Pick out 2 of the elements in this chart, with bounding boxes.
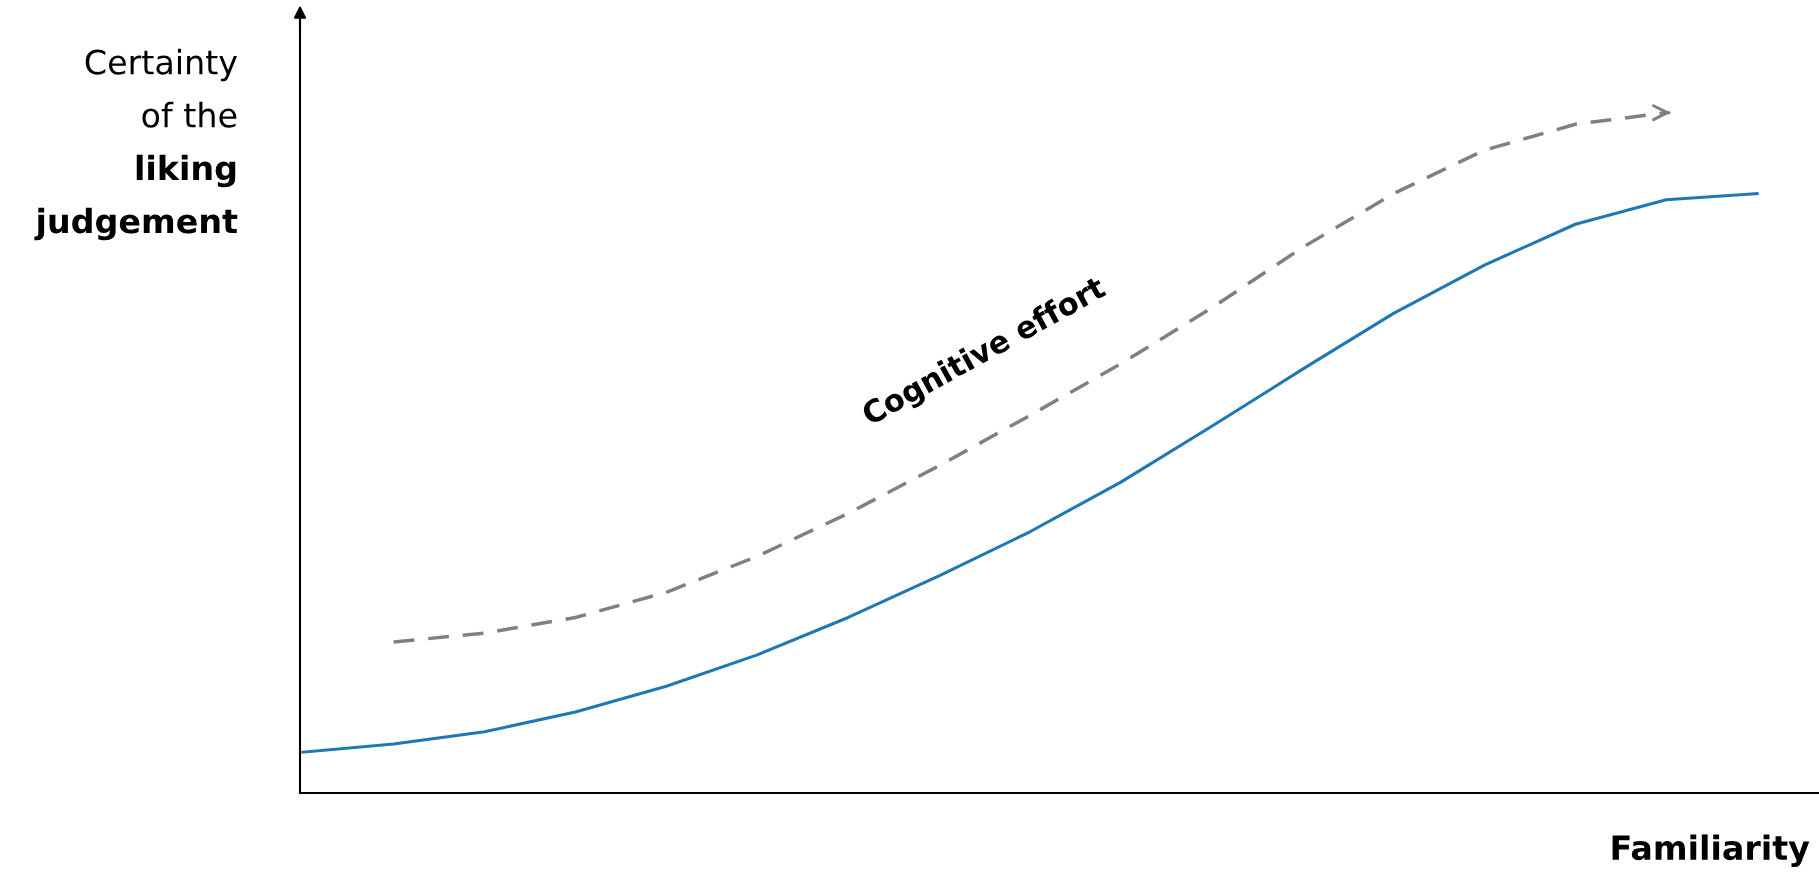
x-axis-title: Familiarity [1612,834,1810,867]
y-axis-title: Certainty of the liking judgement [34,48,238,241]
